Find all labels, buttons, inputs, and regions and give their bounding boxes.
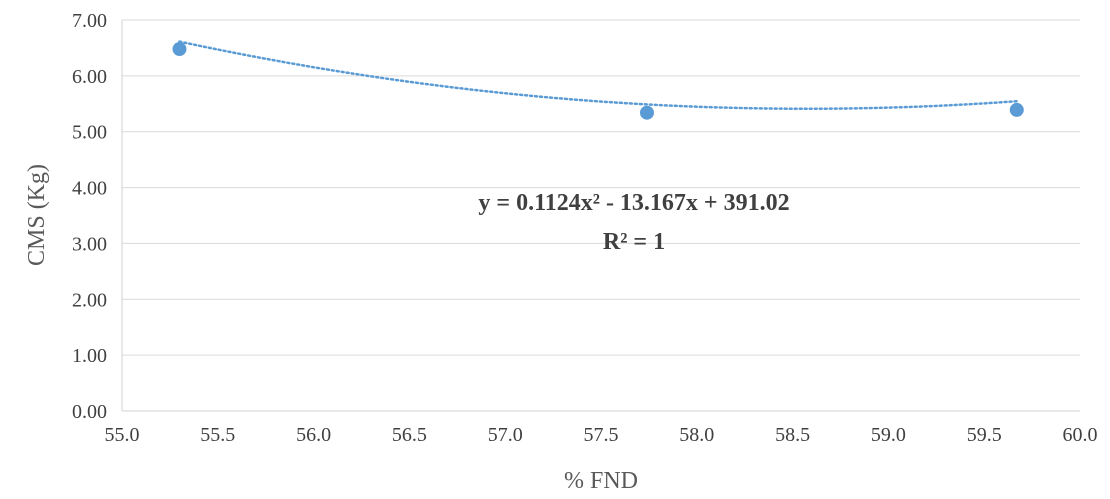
y-tick-label: 3.00	[72, 233, 107, 255]
x-tick-label: 58.5	[775, 424, 810, 446]
data-point	[1009, 102, 1024, 117]
x-tick-label: 60.0	[1063, 424, 1098, 446]
x-tick-label: 57.5	[584, 424, 619, 446]
x-tick-label: 56.0	[296, 424, 331, 446]
x-tick-label: 56.5	[392, 424, 427, 446]
y-tick-label: 6.00	[72, 66, 107, 88]
x-tick-label: 59.0	[871, 424, 906, 446]
data-point	[639, 105, 654, 120]
y-tick-label: 2.00	[72, 289, 107, 311]
trendline-equation: y = 0.1124x² - 13.167x + 391.02	[478, 190, 789, 216]
y-tick-label: 1.00	[72, 345, 107, 367]
y-tick-label: 5.00	[72, 122, 107, 144]
grid-lines	[122, 19, 1080, 356]
x-tick-label: 55.0	[105, 424, 140, 446]
x-tick-label: 57.0	[488, 424, 523, 446]
x-tick-label: 58.0	[679, 424, 714, 446]
y-axis-title: CMS (Kg)	[24, 164, 50, 266]
trendline-r-squared: R² = 1	[603, 229, 665, 255]
data-points	[172, 42, 1024, 120]
x-tick-label: 55.5	[200, 424, 235, 446]
y-tick-labels: 0.00 1.00 2.00 3.00 4.00 5.00 6.00 7.00	[72, 10, 107, 423]
data-point	[172, 42, 187, 57]
y-tick-label: 7.00	[72, 10, 107, 32]
x-axis-title: % FND	[564, 468, 638, 494]
x-tick-labels: 55.0 55.5 56.0 56.5 57.0 57.5 58.0 58.5 59.0 59.5…	[105, 424, 1098, 446]
trendline	[178, 40, 1019, 111]
x-tick-label: 59.5	[967, 424, 1002, 446]
y-tick-label: 0.00	[72, 401, 107, 423]
y-tick-label: 4.00	[72, 178, 107, 200]
